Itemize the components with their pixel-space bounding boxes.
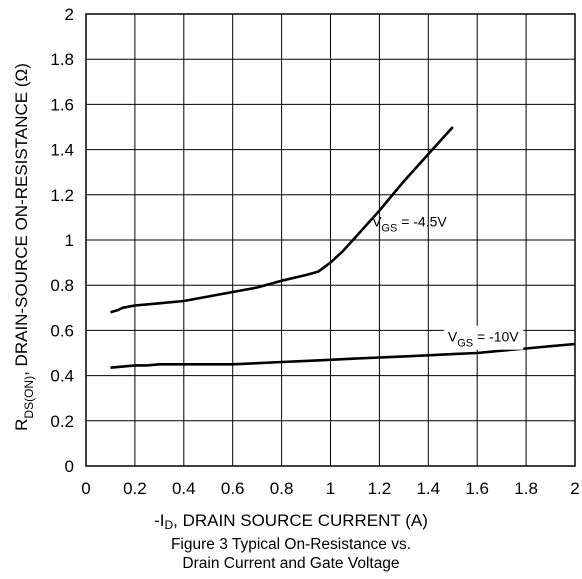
x-axis-title-rest: , DRAIN SOURCE CURRENT (A) [173, 511, 428, 530]
x-tick-label: 0 [81, 479, 90, 498]
y-tick-label: 1.2 [50, 186, 74, 205]
x-tick-label: 0.6 [221, 479, 245, 498]
y-tick-label: 2 [65, 5, 74, 24]
grid [85, 13, 576, 467]
x-axis-title-prefix: -I [154, 511, 165, 530]
figure-caption-line-1: Figure 3 Typical On-Resistance vs. [170, 536, 412, 553]
x-axis-title-sub: D [164, 518, 174, 532]
y-tick-label: 0.2 [50, 412, 74, 431]
x-tick-label: 1.4 [416, 479, 440, 498]
y-tick-labels: 0 0.2 0.4 0.6 0.8 1 1.2 1.4 1.6 1.8 2 [50, 5, 74, 476]
x-tick-label: 1 [326, 479, 335, 498]
y-tick-label: 0.6 [50, 321, 74, 340]
series-label-1: VGS = -4.5V [372, 213, 447, 234]
x-tick-label: 1.8 [514, 479, 538, 498]
x-axis-title: -ID, DRAIN SOURCE CURRENT (A) [0, 511, 582, 532]
x-tick-label: 2 [570, 479, 579, 498]
y-tick-label: 0.4 [50, 367, 74, 386]
series-label-2: VGS = -10V [448, 329, 519, 350]
x-tick-label: 1.2 [368, 479, 392, 498]
y-tick-label: 1 [65, 231, 74, 250]
series-labels: VGS = -4.5V VGS = -10V [372, 213, 524, 350]
x-tick-label: 0.2 [123, 479, 147, 498]
x-tick-label: 0.8 [270, 479, 294, 498]
plot-frame [85, 13, 576, 467]
y-tick-label: 1.8 [50, 50, 74, 69]
y-tick-label: 0 [65, 457, 74, 476]
y-tick-label: 1.6 [50, 95, 74, 114]
y-tick-label: 1.4 [50, 141, 74, 160]
x-tick-labels: 0 0.2 0.4 0.6 0.8 1 1.2 1.4 1.6 1.8 2 [81, 479, 579, 498]
figure-caption-line-2: Drain Current and Gate Voltage [182, 555, 400, 572]
series-lines [110, 126, 576, 369]
series-line-1 [110, 126, 454, 314]
series-label-bg-2 [443, 325, 524, 350]
x-tick-label: 1.6 [465, 479, 489, 498]
x-tick-label: 0.4 [172, 479, 196, 498]
y-axis-title: RDS(ON), DRAIN-SOURCE ON-RESISTANCE (Ω) [12, 63, 36, 431]
y-tick-label: 0.8 [50, 276, 74, 295]
series-line-2 [110, 342, 576, 369]
